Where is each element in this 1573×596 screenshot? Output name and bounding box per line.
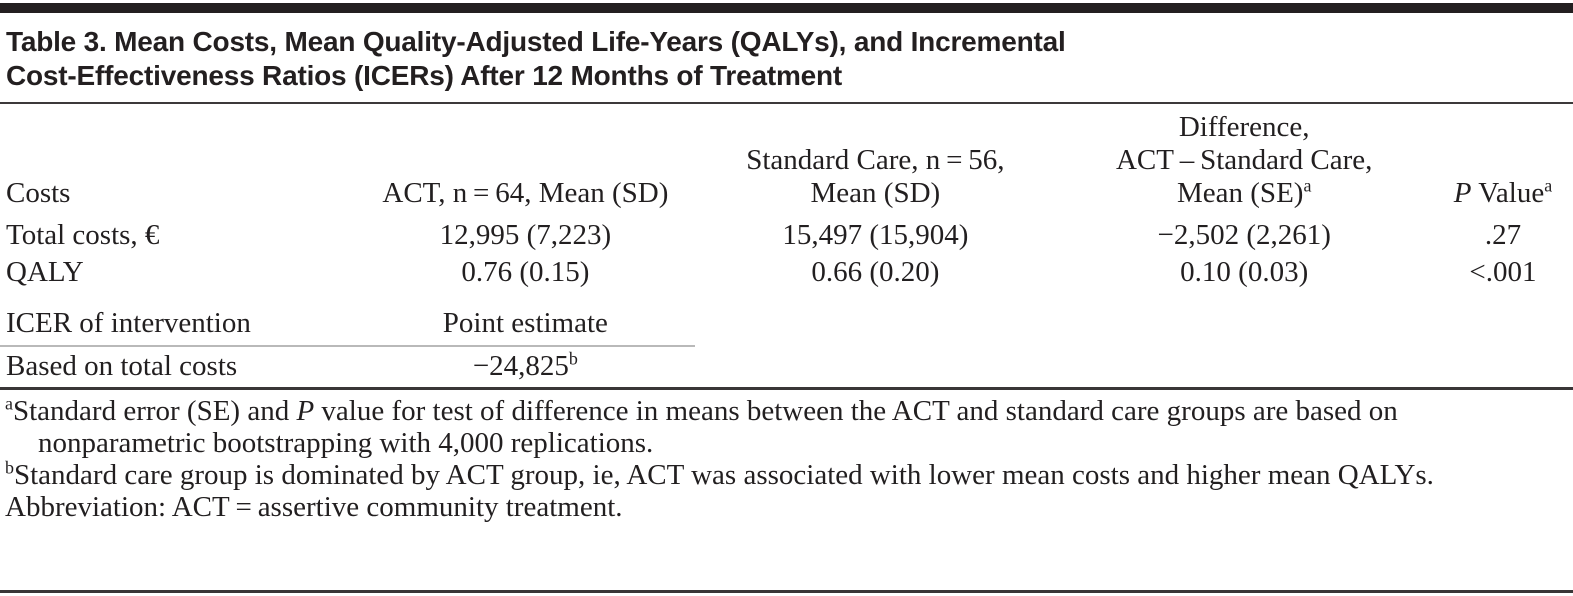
results-table: Costs ACT, n = 64, Mean (SD) Standard Ca…: [0, 104, 1573, 390]
table-title-line1: Table 3. Mean Costs, Mean Quality-Adjust…: [6, 26, 1066, 57]
footnote-a-marker: a: [1544, 175, 1553, 196]
header-costs: Costs: [6, 177, 71, 209]
abbreviation-note: Abbreviation: ACT = assertive community …: [5, 491, 623, 523]
act-value: 12,995 (7,223): [439, 219, 612, 251]
table-row-icer-section: ICER of intervention Point estimate: [0, 290, 1573, 347]
header-standard-care: Standard Care, n = 56, Mean (SD): [695, 104, 1055, 216]
header-standard-line2: Mean (SD): [810, 177, 941, 209]
standard-care-value: 15,497 (15,904): [782, 219, 969, 251]
table-top-bar: [0, 3, 1573, 13]
footnote-b-marker: b: [568, 348, 578, 369]
table-row-total-costs: Total costs, € 12,995 (7,223) 15,497 (15…: [0, 216, 1573, 253]
p-value: .27: [1484, 219, 1522, 251]
difference-value: −2,502 (2,261): [1157, 219, 1331, 251]
icer-point-estimate: −24,825b: [355, 346, 696, 390]
header-act: ACT, n = 64, Mean (SD): [382, 177, 669, 209]
header-difference: Difference, ACT – Standard Care, Mean (S…: [1055, 104, 1433, 216]
empty-cell: [1055, 346, 1433, 390]
table-row-qaly: QALY 0.76 (0.15) 0.66 (0.20) 0.10 (0.03)…: [0, 253, 1573, 290]
header-row: Costs ACT, n = 64, Mean (SD) Standard Ca…: [0, 104, 1573, 216]
empty-cell: [1432, 346, 1573, 390]
header-standard-line1: Standard Care, n = 56,: [746, 144, 1005, 176]
icer-section-value: Point estimate: [355, 290, 696, 347]
empty-cell: [695, 290, 1055, 346]
act-value: 0.76 (0.15): [461, 256, 590, 288]
icer-section-label: ICER of intervention: [0, 290, 356, 347]
header-difference-line1: Difference,: [1178, 111, 1310, 143]
empty-cell: [695, 346, 1056, 390]
header-difference-line2: ACT – Standard Care,: [1115, 144, 1373, 176]
difference-value: 0.10 (0.03): [1180, 256, 1309, 288]
row-label: Based on total costs: [0, 346, 356, 390]
empty-cell: [1433, 290, 1573, 346]
row-label: Total costs, €: [6, 219, 160, 251]
header-difference-line3: Mean (SE)a: [1177, 175, 1312, 209]
p-value: <.001: [1469, 256, 1537, 288]
row-label: QALY: [6, 256, 84, 288]
footnote-b: bStandard care group is dominated by ACT…: [5, 457, 1434, 491]
footnote-a-marker: a: [1303, 175, 1312, 196]
table-title-line2: Cost-Effectiveness Ratios (ICERs) After …: [6, 60, 843, 91]
footnote-a-marker: a: [5, 393, 13, 414]
header-p-value: P Valuea: [1453, 175, 1553, 209]
table-title: Table 3. Mean Costs, Mean Quality-Adjust…: [0, 13, 1573, 102]
title-rule: [0, 102, 1573, 104]
footnote-b-marker: b: [5, 457, 14, 478]
standard-care-value: 0.66 (0.20): [811, 256, 940, 288]
table-row-based-on-total-costs: Based on total costs −24,825b: [0, 346, 1573, 390]
footnote-a: aStandard error (SE) and P value for tes…: [5, 393, 1398, 459]
empty-cell: [1055, 290, 1433, 346]
bottom-rule: [0, 590, 1573, 593]
footnotes: aStandard error (SE) and P value for tes…: [0, 390, 1573, 523]
